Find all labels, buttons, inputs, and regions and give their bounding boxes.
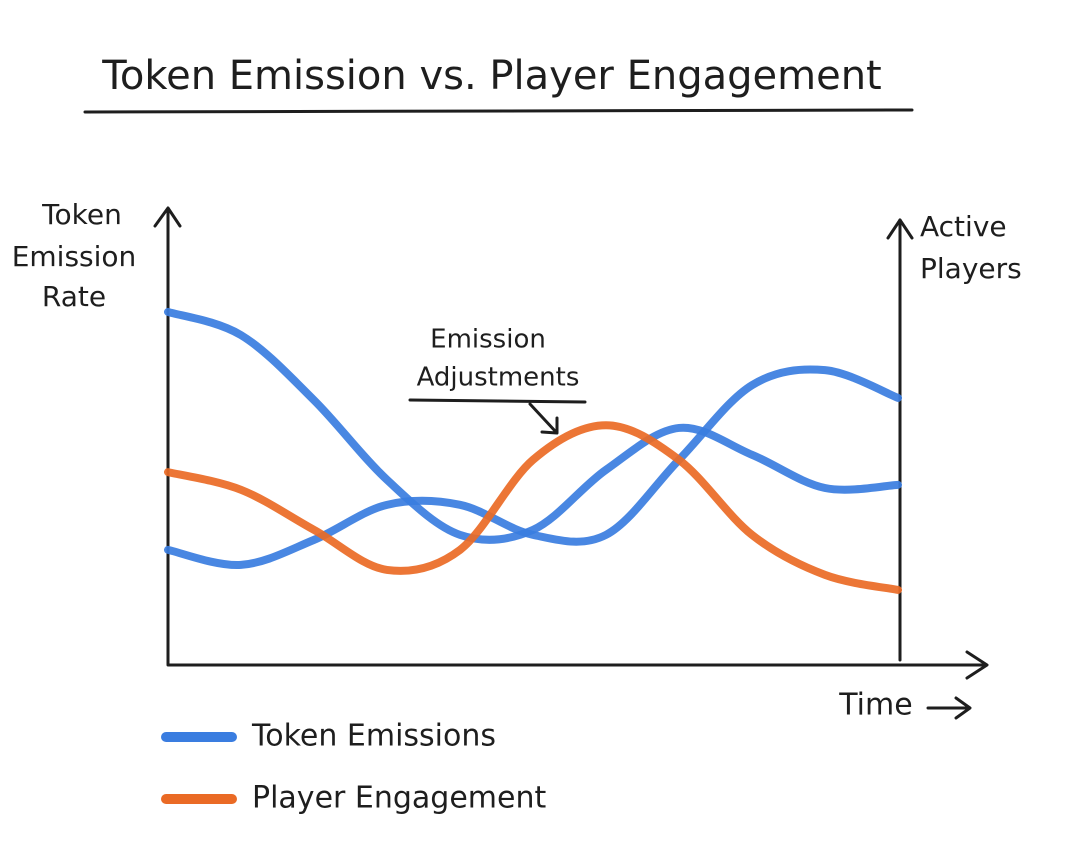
y2-label: Active: [920, 210, 1007, 243]
x-arrow: [965, 650, 989, 680]
chart-title: Token Emission vs. Player Engagement: [101, 53, 881, 99]
y-label: Token: [41, 198, 122, 231]
series-line: [164, 365, 902, 569]
legend-label: Token Emissions: [251, 719, 496, 754]
annotation: Emission: [430, 325, 546, 355]
y-label: Rate: [42, 280, 106, 313]
axes: [166, 208, 987, 667]
x-label-arrow: [926, 696, 972, 720]
legend: Token Emissions Player Engagement: [161, 719, 546, 816]
title-underline: [83, 108, 914, 114]
series-line: [164, 421, 902, 594]
annotation-arrow: [528, 402, 559, 435]
y-arrow: [153, 206, 182, 228]
x-label: Time: [838, 688, 912, 723]
y2-label: Players: [920, 252, 1022, 285]
y2-arrow: [886, 218, 914, 240]
annotation: Adjustments: [417, 363, 580, 393]
series-line: [164, 307, 902, 544]
legend-label: Player Engagement: [252, 781, 546, 816]
annotation-underline: [408, 398, 587, 404]
plot: [164, 307, 902, 594]
y-label: Emission: [12, 240, 137, 273]
